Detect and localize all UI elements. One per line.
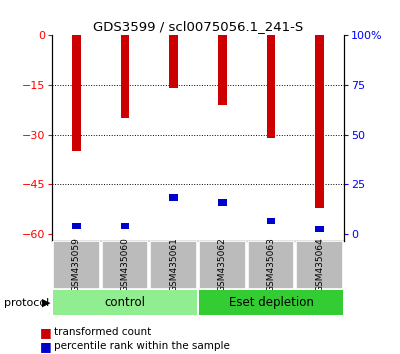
Bar	[169, 194, 178, 201]
Bar	[169, 35, 178, 88]
Bar	[72, 35, 81, 151]
Bar	[267, 35, 275, 138]
Bar	[150, 241, 197, 289]
Text: control: control	[104, 296, 146, 309]
Text: Eset depletion: Eset depletion	[228, 296, 314, 309]
Bar	[315, 226, 324, 233]
Text: GSM435063: GSM435063	[266, 237, 276, 292]
Bar	[296, 241, 343, 289]
Text: protocol: protocol	[4, 298, 49, 308]
Text: percentile rank within the sample: percentile rank within the sample	[54, 341, 230, 351]
Text: ■: ■	[40, 326, 52, 338]
Bar	[72, 223, 81, 229]
Bar	[315, 35, 324, 207]
Text: GSM435059: GSM435059	[72, 237, 81, 292]
Bar	[267, 218, 275, 224]
Bar	[53, 241, 100, 289]
Bar	[102, 241, 148, 289]
Bar	[218, 35, 227, 105]
Text: GSM435064: GSM435064	[315, 237, 324, 292]
Text: ▶: ▶	[42, 298, 50, 308]
Text: transformed count: transformed count	[54, 327, 151, 337]
Bar	[121, 35, 129, 118]
Bar	[248, 241, 294, 289]
Text: GSM435062: GSM435062	[218, 237, 227, 292]
Bar	[121, 223, 129, 229]
Bar	[218, 199, 227, 206]
Bar	[199, 241, 246, 289]
Bar	[199, 290, 343, 315]
Text: GSM435061: GSM435061	[169, 237, 178, 292]
Text: ■: ■	[40, 340, 52, 353]
Bar	[53, 290, 197, 315]
Text: GSM435060: GSM435060	[120, 237, 130, 292]
Title: GDS3599 / scl0075056.1_241-S: GDS3599 / scl0075056.1_241-S	[93, 20, 303, 33]
